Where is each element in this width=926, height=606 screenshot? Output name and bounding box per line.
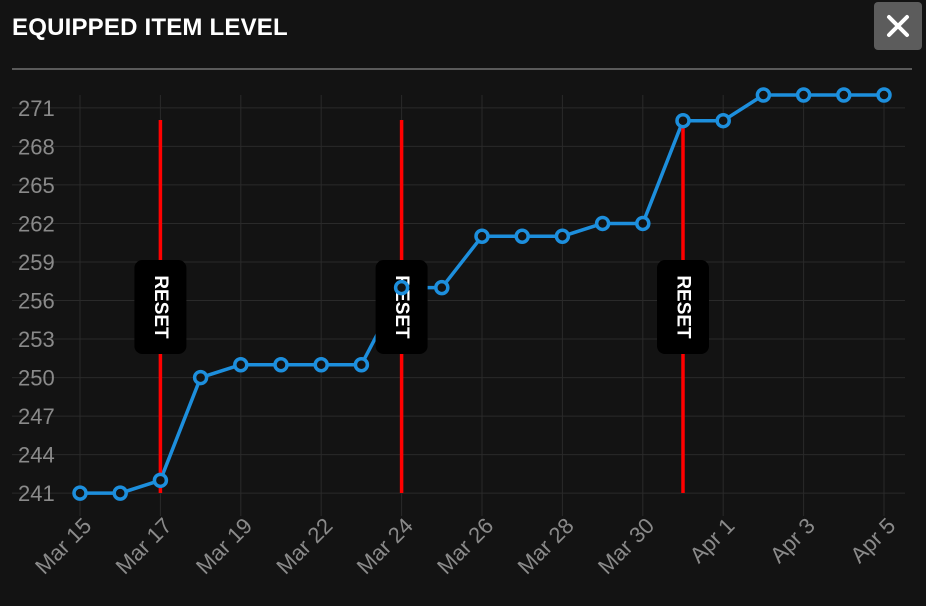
data-point bbox=[393, 279, 410, 296]
x-tick-label: Mar 30 bbox=[593, 513, 659, 579]
x-tick-label: Apr 1 bbox=[685, 513, 740, 568]
data-point bbox=[192, 369, 209, 386]
data-point bbox=[554, 228, 571, 245]
x-tick-label: Mar 22 bbox=[271, 513, 337, 579]
x-tick-label: Apr 5 bbox=[845, 513, 900, 568]
data-point bbox=[152, 472, 169, 489]
y-tick-label: 259 bbox=[18, 250, 55, 275]
y-tick-label: 250 bbox=[18, 366, 55, 391]
data-point bbox=[434, 279, 450, 296]
y-tick-label: 241 bbox=[18, 481, 55, 506]
y-tick-label: 262 bbox=[18, 211, 55, 236]
x-tick-label: Mar 26 bbox=[432, 513, 498, 579]
data-point bbox=[876, 87, 892, 103]
y-tick-label: 253 bbox=[18, 327, 55, 352]
x-tick-label: Mar 24 bbox=[352, 513, 418, 579]
data-point bbox=[514, 228, 530, 245]
y-tick-label: 271 bbox=[18, 96, 55, 121]
data-point bbox=[474, 228, 490, 245]
x-tick-label: Mar 19 bbox=[191, 513, 257, 579]
y-tick-label: 268 bbox=[18, 134, 55, 159]
data-point bbox=[635, 215, 651, 232]
reset-label: RESET bbox=[673, 275, 694, 339]
data-point bbox=[72, 485, 88, 501]
x-tick-label: Mar 17 bbox=[111, 513, 177, 579]
data-point bbox=[273, 356, 289, 373]
reset-badge bbox=[657, 260, 709, 354]
y-tick-label: 265 bbox=[18, 173, 55, 198]
data-point bbox=[594, 215, 611, 232]
y-tick-label: 244 bbox=[18, 443, 55, 468]
data-point bbox=[795, 87, 812, 103]
reset-label: RESET bbox=[150, 275, 171, 339]
reset-badge bbox=[375, 260, 428, 354]
data-point bbox=[112, 485, 128, 501]
x-tick-label: Mar 15 bbox=[30, 513, 96, 579]
data-point bbox=[836, 87, 852, 103]
close-icon bbox=[887, 15, 909, 37]
header-divider bbox=[12, 68, 912, 70]
data-point bbox=[233, 356, 249, 373]
data-point bbox=[353, 356, 370, 373]
reset-badge bbox=[134, 260, 187, 354]
x-tick-label: Mar 28 bbox=[513, 513, 579, 579]
data-point bbox=[313, 356, 329, 373]
close-button[interactable] bbox=[874, 2, 922, 50]
chart-title: EQUIPPED ITEM LEVEL bbox=[12, 14, 288, 41]
data-point bbox=[755, 87, 772, 103]
x-tick-label: Apr 3 bbox=[765, 513, 820, 568]
y-tick-label: 256 bbox=[18, 289, 55, 314]
data-point bbox=[675, 112, 691, 129]
y-tick-label: 247 bbox=[18, 404, 55, 429]
data-point bbox=[715, 112, 731, 129]
